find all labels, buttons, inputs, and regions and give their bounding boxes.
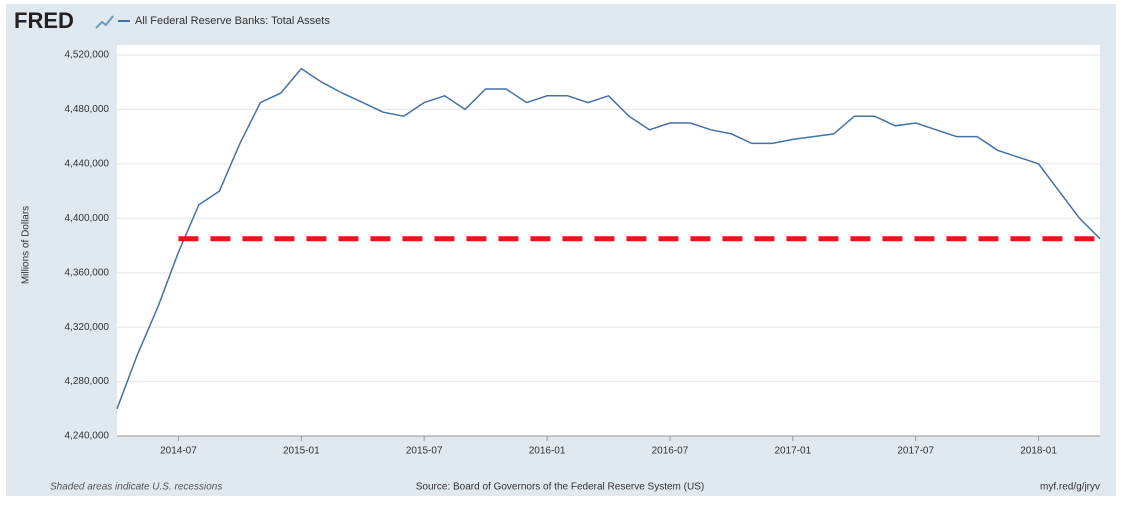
note: Shaded areas indicate U.S. recessions: [50, 482, 222, 493]
legend-label: All Federal Reserve Banks: Total Assets: [135, 15, 330, 27]
link: myf.red/g/jryv: [1040, 482, 1100, 493]
x-tick-label: 2018-01: [1020, 446, 1057, 457]
x-tick-label: 2017-01: [774, 446, 811, 457]
x-tick-label: 2014-07: [160, 446, 197, 457]
x-tick-label: 2015-01: [283, 446, 320, 457]
y-axis-label: Millions of Dollars: [21, 206, 32, 284]
x-tick-label: 2015-07: [406, 446, 443, 457]
y-tick-label: 4,480,000: [65, 104, 110, 115]
y-tick-label: 4,240,000: [65, 431, 110, 442]
y-tick-label: 4,400,000: [65, 213, 110, 224]
x-tick-label: 2016-01: [529, 446, 566, 457]
y-tick-label: 4,280,000: [65, 376, 110, 387]
x-tick-label: 2016-07: [652, 446, 689, 457]
brand: FRED: [14, 8, 74, 33]
brand-icon: [95, 15, 114, 29]
y-tick-label: 4,520,000: [65, 50, 110, 61]
y-tick-label: 4,360,000: [65, 267, 110, 278]
source: Source: Board of Governors of the Federa…: [416, 482, 704, 493]
y-tick-label: 4,440,000: [65, 158, 110, 169]
y-tick-label: 4,320,000: [65, 322, 110, 333]
x-tick-label: 2017-07: [897, 446, 934, 457]
line-series: [116, 67, 1101, 410]
